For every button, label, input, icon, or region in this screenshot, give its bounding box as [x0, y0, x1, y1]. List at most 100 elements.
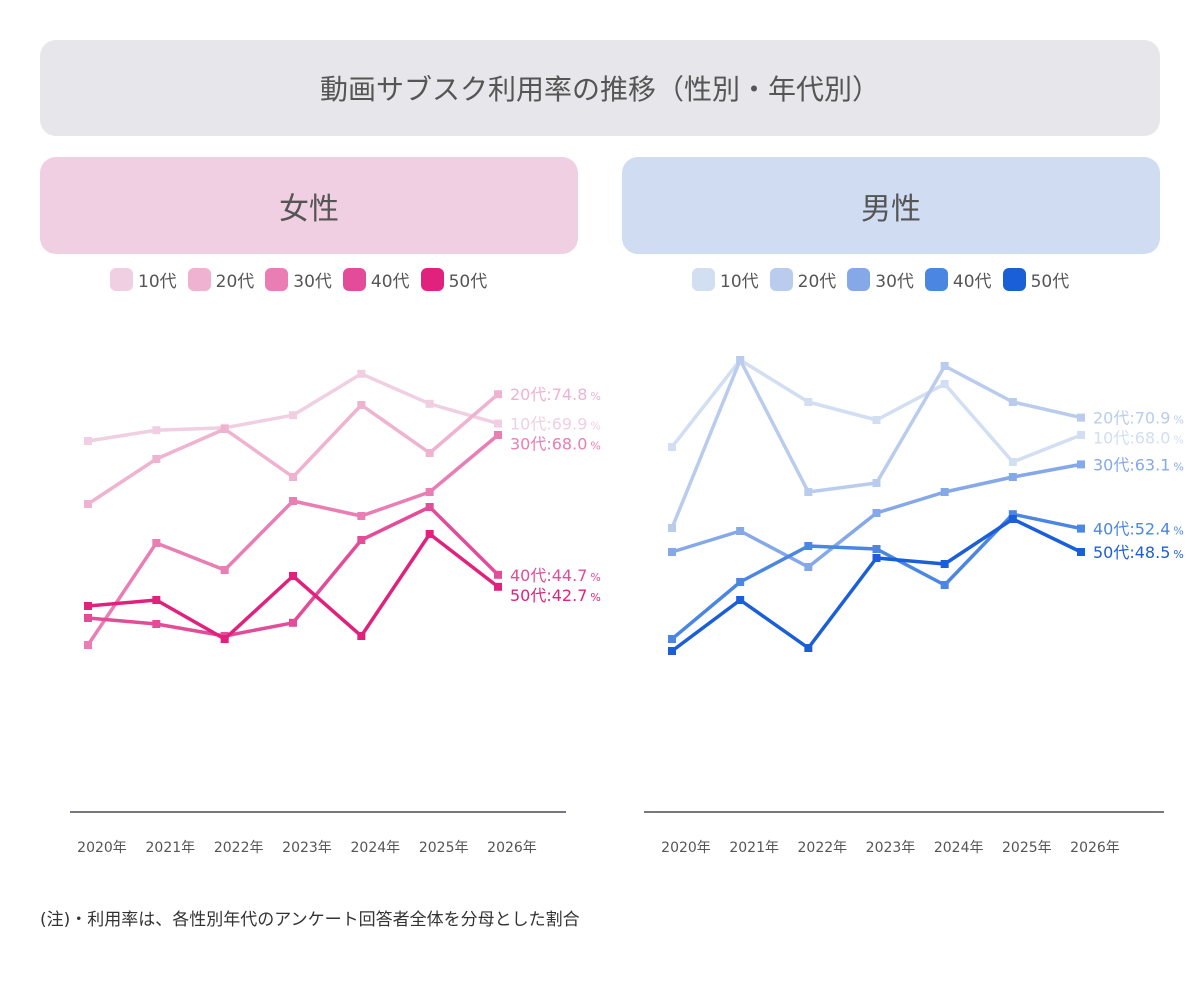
data-point-female-30代: [152, 539, 161, 547]
data-point-female-10代: [152, 426, 161, 435]
data-point-female-10代: [494, 419, 502, 428]
x-tick-label: 2023年: [282, 840, 332, 856]
footnote: (注)・利用率は、各性別年代のアンケート回答者全体を分母とした割合: [40, 910, 580, 930]
legend-swatch: [110, 267, 133, 291]
x-tick-label: 2026年: [487, 840, 537, 856]
legend-label: 30代: [875, 271, 914, 292]
x-tick-label: 2020年: [77, 840, 127, 856]
data-point-male-20代: [872, 479, 881, 487]
legend-item-female-30代: 30代: [265, 267, 332, 292]
data-point-female-30代: [289, 497, 297, 505]
data-point-female-30代: [494, 431, 502, 439]
series-line-male-20代: [670, 358, 1082, 529]
x-tick-label: 2020年: [661, 840, 711, 856]
legend-swatch: [924, 267, 948, 291]
data-point-male-20代: [1008, 398, 1017, 406]
data-point-female-50代: [152, 596, 161, 604]
data-point-male-10代: [1008, 458, 1017, 466]
end-label-male-30代: 30代:63.1%: [1093, 455, 1184, 474]
legend-item-male-50代: 50代: [1002, 267, 1070, 292]
legend-item-male-30代: 30代: [847, 267, 914, 292]
data-point-male-10代: [872, 416, 881, 424]
panel-title-male: 男性: [622, 157, 1160, 254]
data-point-male-10代: [1077, 431, 1085, 439]
data-point-male-20代: [1077, 413, 1085, 422]
legend-label: 30代: [293, 271, 332, 292]
data-point-male-50代: [1008, 515, 1017, 523]
series-line-female-40代: [87, 505, 500, 638]
legend-label: 40代: [952, 271, 992, 292]
data-point-male-30代: [736, 527, 745, 535]
data-point-female-10代: [84, 437, 92, 445]
data-point-male-40代: [1008, 510, 1017, 519]
end-label-female-20代: 20代:74.8%: [510, 385, 601, 404]
data-point-male-50代: [668, 647, 676, 655]
legend-label: 10代: [138, 271, 177, 292]
legend-item-female-20代: 20代: [187, 267, 255, 292]
x-tick-label: 2022年: [214, 840, 264, 856]
data-point-female-30代: [357, 512, 366, 520]
x-tick-label: 2021年: [146, 840, 196, 856]
x-tick-label: 2024年: [934, 840, 984, 856]
legend-item-male-20代: 20代: [769, 267, 837, 292]
data-point-male-50代: [940, 560, 949, 568]
data-point-female-50代: [494, 582, 502, 591]
legend-swatch: [420, 267, 444, 291]
legend-swatch: [692, 267, 715, 291]
data-point-male-50代: [872, 554, 881, 562]
data-point-female-50代: [84, 602, 92, 610]
data-point-male-30代: [940, 488, 949, 496]
x-tick-label: 2021年: [729, 840, 779, 856]
series-line-female-10代: [87, 372, 499, 443]
end-label-male-20代: 20代:70.9%: [1093, 409, 1184, 428]
end-label-female-40代: 40代:44.7%: [510, 566, 601, 585]
legend-label: 40代: [370, 271, 410, 292]
data-point-female-40代: [494, 570, 502, 579]
legend-label: 20代: [797, 271, 837, 292]
data-point-male-20代: [668, 524, 676, 532]
data-point-male-50代: [804, 644, 813, 652]
data-point-male-30代: [1008, 473, 1017, 481]
legend-label: 10代: [720, 271, 759, 292]
data-point-female-40代: [425, 503, 434, 511]
data-point-male-30代: [668, 548, 676, 556]
data-point-female-20代: [357, 401, 366, 409]
data-point-male-30代: [1077, 460, 1085, 469]
legend-item-female-10代: 10代: [110, 267, 177, 292]
panel-title-female: 女性: [40, 157, 578, 254]
data-point-female-40代: [357, 536, 366, 544]
end-label-male-40代: 40代:52.4%: [1093, 520, 1184, 539]
legend-item-female-50代: 50代: [420, 267, 488, 292]
legend-item-male-10代: 10代: [692, 267, 759, 292]
x-tick-label: 2022年: [798, 840, 848, 856]
data-point-female-30代: [425, 488, 434, 496]
legend-label: 50代: [1030, 271, 1070, 292]
legend-label: 20代: [215, 271, 255, 292]
end-label-male-50代: 50代:48.5%: [1093, 543, 1184, 562]
legend-female: 10代 20代 30代 40代 50代: [110, 264, 498, 294]
data-point-male-20代: [940, 362, 949, 370]
data-point-female-20代: [84, 500, 92, 508]
data-point-male-20代: [804, 488, 813, 496]
data-point-male-20代: [736, 356, 745, 364]
data-point-male-10代: [804, 398, 813, 406]
data-point-female-40代: [152, 620, 161, 628]
series-line-male-50代: [670, 517, 1082, 653]
data-point-male-40代: [872, 545, 881, 553]
data-point-female-10代: [357, 369, 366, 378]
legend-male: 10代 20代 30代 40代 50代: [692, 264, 1080, 294]
x-tick-label: 2023年: [866, 840, 916, 856]
data-point-female-10代: [289, 411, 297, 420]
data-point-female-40代: [289, 618, 297, 627]
legend-swatch: [769, 267, 793, 291]
legend-item-female-40代: 40代: [342, 267, 410, 292]
data-point-female-20代: [289, 473, 297, 481]
legend-label: 50代: [448, 271, 488, 292]
data-point-female-30代: [84, 641, 92, 649]
data-point-male-10代: [940, 380, 949, 388]
data-point-male-40代: [668, 635, 676, 643]
data-point-male-30代: [872, 509, 881, 517]
data-point-female-30代: [220, 566, 229, 574]
data-point-female-20代: [220, 425, 229, 433]
